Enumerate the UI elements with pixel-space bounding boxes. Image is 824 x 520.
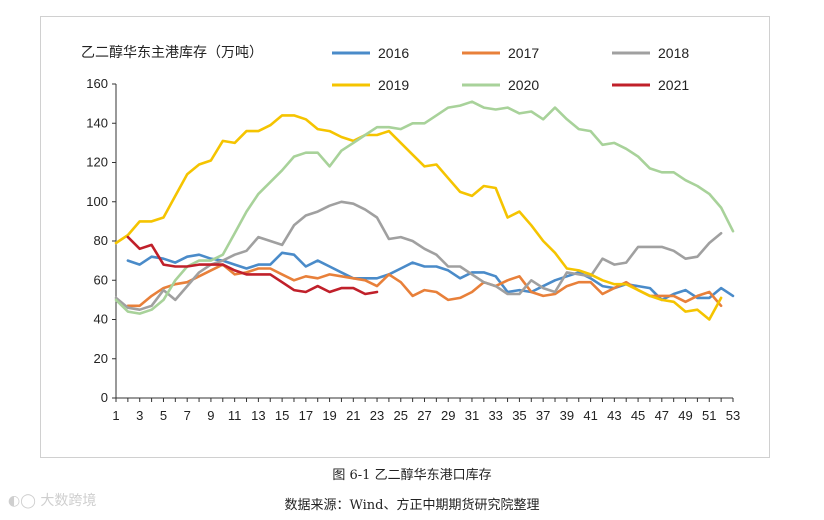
x-tick-label: 1 [112,408,119,423]
x-tick-label: 41 [583,408,597,423]
series-line-2019 [114,114,723,321]
x-tick-label: 5 [160,408,167,423]
x-tick-label: 7 [184,408,191,423]
y-tick-label: 160 [86,76,108,91]
x-tick-label: 27 [417,408,431,423]
x-tick-label: 13 [251,408,265,423]
y-tick-label: 20 [94,351,108,366]
x-tick-label: 49 [678,408,692,423]
y-tick-label: 40 [94,312,108,327]
watermark-icon: ◐◯ [8,493,41,509]
x-tick-label: 21 [346,408,360,423]
x-tick-label: 9 [207,408,214,423]
legend-label-2016: 2016 [378,45,409,61]
x-tick-label: 11 [228,408,242,423]
data-source: 数据来源：Wind、方正中期期货研究院整理 [284,498,540,513]
x-tick-label: 33 [488,408,502,423]
x-tick-label: 29 [441,408,455,423]
series-line-2017 [126,263,723,308]
legend-label-2019: 2019 [378,77,409,93]
y-tick-label: 80 [94,233,108,248]
y-tick-label: 120 [86,155,108,170]
x-tick-label: 23 [370,408,384,423]
x-tick-label: 51 [702,408,716,423]
y-tick-label: 0 [101,390,108,405]
legend-label-2018: 2018 [658,45,689,61]
x-tick-label: 37 [536,408,550,423]
legend-label-2020: 2020 [508,77,539,93]
x-tick-label: 45 [631,408,645,423]
chart-title: 乙二醇华东主港库存（万吨） [81,44,263,61]
y-tick-label: 60 [94,272,108,287]
y-tick-label: 100 [86,194,108,209]
x-tick-label: 43 [607,408,621,423]
x-tick-label: 15 [275,408,289,423]
legend-label-2017: 2017 [508,45,539,61]
y-tick-label: 140 [86,115,108,130]
x-tick-label: 35 [512,408,526,423]
x-tick-label: 19 [322,408,336,423]
x-tick-label: 25 [394,408,408,423]
series-line-2021 [126,235,379,296]
x-tick-label: 3 [136,408,143,423]
series-line-2020 [114,100,735,315]
x-tick-label: 17 [299,408,313,423]
x-tick-label: 53 [726,408,740,423]
watermark: ◐◯ 大数跨境 [8,490,96,510]
legend-label-2021: 2021 [658,77,689,93]
series-line-2018 [114,200,723,312]
chart-frame: 乙二醇华东主港库存（万吨） 0 20 40 60 80 100 120 140 160 1 3 5 7 9… [40,16,770,458]
figure-caption: 图 6-1 乙二醇华东港口库存 [332,468,492,483]
x-tick-label: 47 [655,408,669,423]
watermark-text: 大数跨境 [40,493,97,509]
x-tick-label: 31 [465,408,479,423]
x-tick-label: 39 [560,408,574,423]
